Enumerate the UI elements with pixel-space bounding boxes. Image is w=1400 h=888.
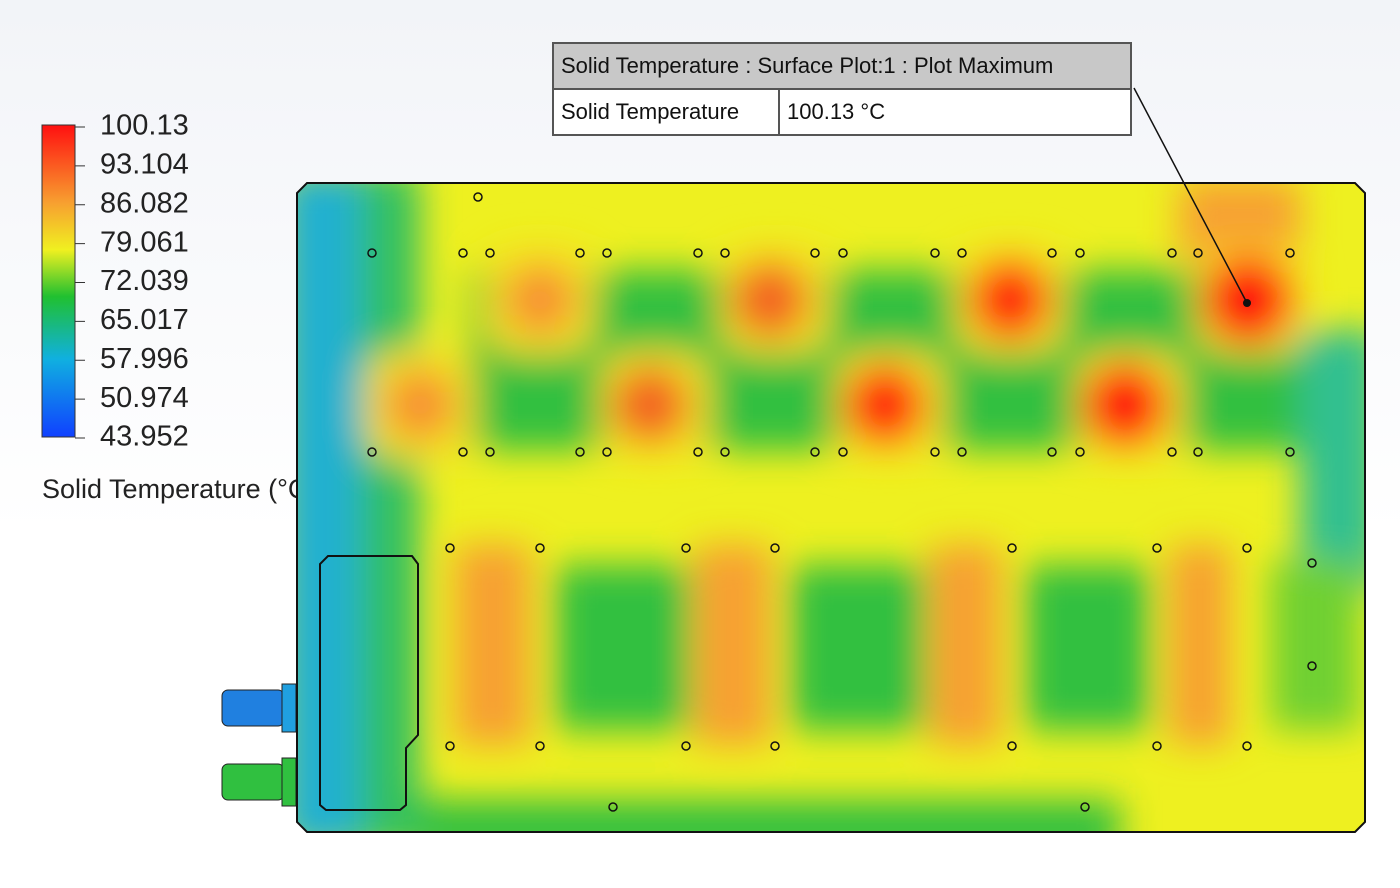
legend-tick-label: 79.061 [100,226,189,258]
hole [1285,447,1295,457]
hole [810,248,820,258]
hole [608,802,618,812]
hole [930,248,940,258]
hole [681,543,691,553]
hole [930,447,940,457]
hole [1007,741,1017,751]
hole [535,543,545,553]
legend-tick-label: 43.952 [100,421,189,453]
hole [445,543,455,553]
hole [1152,543,1162,553]
hole [575,248,585,258]
callout-label: Solid Temperature [554,90,780,134]
color-bar [41,124,76,438]
legend-tick-label: 50.974 [100,382,189,414]
hole [1047,447,1057,457]
plate-outline [296,182,1366,833]
hole [693,447,703,457]
hole [1285,248,1295,258]
hole [1152,741,1162,751]
fitting [221,763,285,801]
hole [485,248,495,258]
hole [458,447,468,457]
hole [957,248,967,258]
hole [1080,802,1090,812]
hole [1307,558,1317,568]
hole [720,248,730,258]
hole [602,447,612,457]
callout-value: 100.13 °C [787,99,886,124]
hole [445,741,455,751]
fitting [281,683,297,733]
hole [770,543,780,553]
hole [1242,741,1252,751]
hole [473,192,483,202]
hole [367,248,377,258]
hole [1075,447,1085,457]
heat-map [297,183,1365,832]
hole [1307,661,1317,671]
leader-line [1133,87,1248,304]
callout: Solid Temperature : Surface Plot:1 : Plo… [552,42,1132,136]
manifold-outline [319,555,419,811]
hole [838,447,848,457]
callout-title: Solid Temperature : Surface Plot:1 : Plo… [554,44,1130,90]
hole [458,248,468,258]
fitting [281,757,297,807]
hole [1047,248,1057,258]
fitting [221,689,285,727]
hole [838,248,848,258]
legend-tick-label: 57.996 [100,343,189,375]
hole [535,741,545,751]
legend-tick-label: 65.017 [100,304,189,336]
hole [1075,248,1085,258]
hole [1007,543,1017,553]
hole [367,447,377,457]
hole [1242,543,1252,553]
hole [810,447,820,457]
hole [602,248,612,258]
hole [1193,447,1203,457]
hole [957,447,967,457]
legend-tick-label: 86.082 [100,187,189,219]
hole [720,447,730,457]
legend-title: Solid Temperature (°C) [42,474,316,504]
hole [693,248,703,258]
callout-row: Solid Temperature 100.13 °C [554,90,1130,134]
hole [1167,447,1177,457]
legend-tick-label: 72.039 [100,265,189,297]
max-point [1243,299,1251,307]
hole [1193,248,1203,258]
hole [681,741,691,751]
legend-tick-label: 100.13 [100,110,189,142]
hole [770,741,780,751]
legend-tick-label: 93.104 [100,149,189,181]
hole [575,447,585,457]
hole [485,447,495,457]
hole [1167,248,1177,258]
